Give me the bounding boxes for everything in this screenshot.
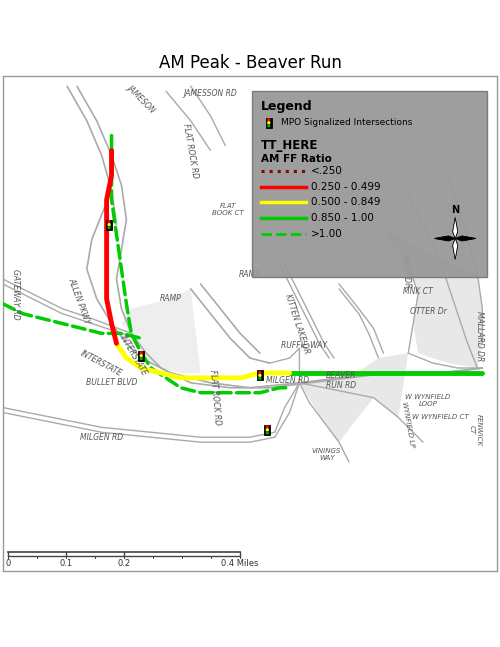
Text: 0.500 - 0.849: 0.500 - 0.849 (311, 197, 380, 207)
Bar (264, 425, 270, 435)
Text: <.250: <.250 (311, 166, 342, 176)
Circle shape (268, 119, 270, 121)
Text: TT_HERE: TT_HERE (262, 138, 318, 151)
Circle shape (266, 429, 268, 431)
Bar (257, 371, 263, 380)
Text: INTERSTATE: INTERSTATE (80, 348, 124, 378)
Text: 0.1: 0.1 (60, 560, 72, 568)
Text: MPO Signalized Intersections: MPO Signalized Intersections (281, 118, 412, 127)
Circle shape (108, 224, 110, 226)
Text: N: N (451, 204, 460, 215)
Text: Legend: Legend (262, 100, 313, 113)
Text: VININGS
WAY: VININGS WAY (312, 448, 342, 461)
Circle shape (268, 125, 270, 127)
Text: MILGEN RD: MILGEN RD (266, 376, 308, 385)
Text: RAMP: RAMP (160, 294, 182, 303)
Text: JAMESSON RD: JAMESSON RD (184, 89, 238, 98)
Bar (106, 220, 112, 230)
Polygon shape (122, 289, 200, 373)
Polygon shape (452, 239, 458, 259)
Circle shape (266, 432, 268, 433)
Polygon shape (452, 239, 458, 259)
Text: MNK CT: MNK CT (403, 287, 433, 296)
Polygon shape (300, 353, 408, 442)
Circle shape (108, 226, 110, 228)
Text: FLAT ROCK RD: FLAT ROCK RD (208, 369, 222, 426)
Text: 0.250 - 0.499: 0.250 - 0.499 (311, 182, 380, 192)
Text: FLAT ROCK RD: FLAT ROCK RD (182, 122, 200, 179)
Text: JAMESON: JAMESON (126, 83, 157, 115)
Circle shape (268, 122, 270, 124)
Text: MILGEN RD: MILGEN RD (80, 433, 123, 442)
Text: RAMP: RAMP (239, 270, 261, 279)
Polygon shape (452, 217, 458, 239)
Circle shape (140, 355, 142, 356)
Text: INTERSTATE: INTERSTATE (118, 334, 149, 378)
Circle shape (140, 352, 142, 354)
Bar (252, 91, 488, 276)
Text: 0.850 - 1.00: 0.850 - 1.00 (311, 213, 374, 223)
Text: ALLEN PKWY: ALLEN PKWY (67, 277, 92, 325)
Circle shape (266, 426, 268, 428)
Bar (266, 118, 272, 127)
Polygon shape (455, 236, 476, 241)
Circle shape (259, 377, 261, 379)
Text: BULLET BLVD: BULLET BLVD (86, 378, 137, 388)
Text: 0: 0 (5, 560, 10, 568)
Text: 0.4 Miles: 0.4 Miles (222, 560, 259, 568)
Text: GATEWAY RD: GATEWAY RD (10, 269, 20, 319)
Polygon shape (455, 236, 476, 241)
Text: W WYNFIELD
LOOP: W WYNFIELD LOOP (406, 393, 450, 406)
Circle shape (259, 371, 261, 373)
Text: MINK DR: MINK DR (400, 255, 411, 289)
Text: AM FF Ratio: AM FF Ratio (262, 155, 332, 164)
Circle shape (108, 221, 110, 223)
Text: OTTER Dr: OTTER Dr (410, 307, 447, 316)
Polygon shape (434, 236, 455, 241)
Text: RUFFIE WAY: RUFFIE WAY (282, 341, 328, 350)
Title: AM Peak - Beaver Run: AM Peak - Beaver Run (158, 54, 342, 72)
Text: BEAVER
RUN RD: BEAVER RUN RD (326, 371, 356, 390)
Text: W WYNFIELD CT: W WYNFIELD CT (412, 415, 469, 421)
Text: FLAT
BOOK CT: FLAT BOOK CT (212, 203, 244, 216)
Bar (138, 351, 144, 360)
Text: WYNFIELD LP: WYNFIELD LP (401, 401, 415, 448)
Text: >1.00: >1.00 (311, 229, 342, 239)
Polygon shape (452, 217, 458, 239)
Polygon shape (434, 236, 455, 241)
Text: MALLARD DR: MALLARD DR (476, 311, 484, 361)
Circle shape (140, 358, 142, 360)
Text: FENWICK
CT: FENWICK CT (468, 413, 481, 446)
Text: KITTEN LAKE DR: KITTEN LAKE DR (283, 292, 311, 355)
Text: 0.2: 0.2 (118, 560, 130, 568)
Polygon shape (388, 234, 482, 368)
Circle shape (259, 375, 261, 377)
